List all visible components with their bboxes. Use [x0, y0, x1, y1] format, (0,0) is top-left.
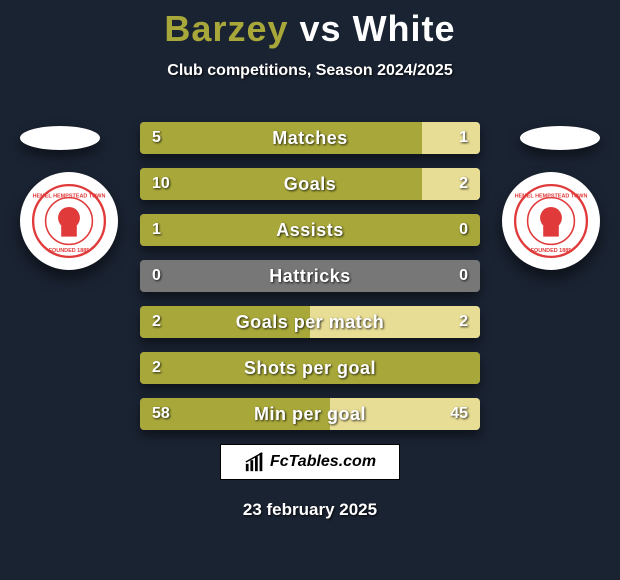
- snapshot-date: 23 february 2025: [0, 500, 620, 520]
- player2-name: White: [353, 8, 456, 49]
- svg-text:FOUNDED 1885: FOUNDED 1885: [531, 248, 572, 254]
- subtitle: Club competitions, Season 2024/2025: [0, 62, 620, 80]
- branding-text: FcTables.com: [270, 453, 376, 471]
- chart-icon: [244, 451, 266, 473]
- stat-row: 22Goals per match: [140, 306, 480, 338]
- branding-box[interactable]: FcTables.com: [220, 444, 400, 480]
- stat-row: 10Assists: [140, 214, 480, 246]
- stat-row: 102Goals: [140, 168, 480, 200]
- stats-comparison-chart: 51Matches 102Goals 10Assists 00Hattricks 22G…: [140, 122, 480, 444]
- svg-text:FOUNDED 1885: FOUNDED 1885: [49, 248, 90, 254]
- stat-row: 5845Min per goal: [140, 398, 480, 430]
- player1-club-badge-icon: HEMEL HEMPSTEAD TOWN FOUNDED 1885: [20, 172, 118, 270]
- stat-label: Matches: [140, 122, 480, 154]
- stat-label: Assists: [140, 214, 480, 246]
- stat-label: Goals: [140, 168, 480, 200]
- stat-row: 00Hattricks: [140, 260, 480, 292]
- stat-label: Goals per match: [140, 306, 480, 338]
- player1-flag-icon: [20, 126, 100, 150]
- player2-flag-icon: [520, 126, 600, 150]
- stat-label: Shots per goal: [140, 352, 480, 384]
- stat-row: 2Shots per goal: [140, 352, 480, 384]
- svg-text:HEMEL HEMPSTEAD TOWN: HEMEL HEMPSTEAD TOWN: [33, 194, 106, 200]
- player2-club-badge-icon: HEMEL HEMPSTEAD TOWN FOUNDED 1885: [502, 172, 600, 270]
- stat-label: Hattricks: [140, 260, 480, 292]
- vs-label: vs: [300, 8, 342, 49]
- svg-text:HEMEL HEMPSTEAD TOWN: HEMEL HEMPSTEAD TOWN: [515, 194, 588, 200]
- stat-row: 51Matches: [140, 122, 480, 154]
- page-title: Barzey vs White: [0, 0, 620, 50]
- stat-label: Min per goal: [140, 398, 480, 430]
- player1-name: Barzey: [164, 8, 288, 49]
